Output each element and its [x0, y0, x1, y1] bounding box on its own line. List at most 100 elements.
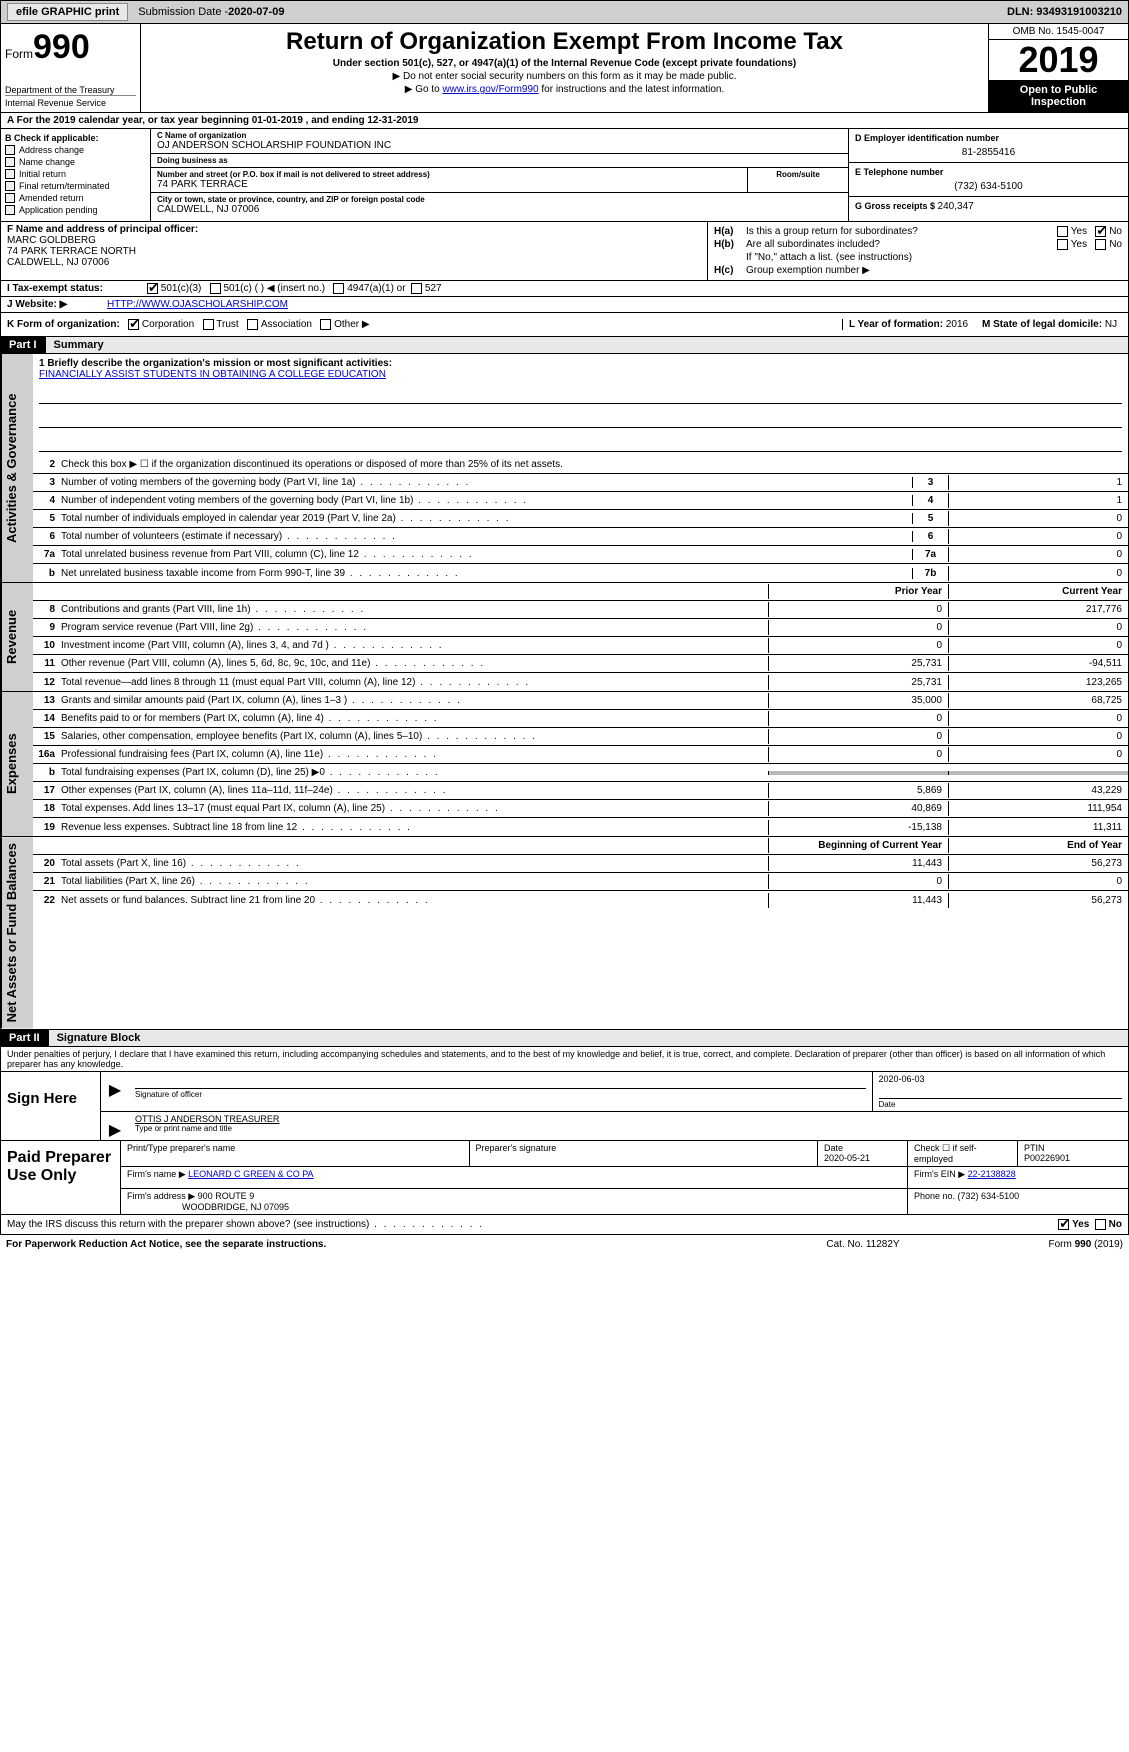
form-header: Form990 Department of the Treasury Inter…	[0, 24, 1129, 113]
ein-value: 81-2855416	[855, 147, 1122, 158]
chk-discuss-no[interactable]	[1095, 1219, 1106, 1230]
summary-line: 10Investment income (Part VIII, column (…	[33, 637, 1128, 655]
summary-line: 8Contributions and grants (Part VIII, li…	[33, 601, 1128, 619]
part-1-header: Part I Summary	[0, 337, 1129, 354]
header-right: OMB No. 1545-0047 2019 Open to Public In…	[988, 24, 1128, 112]
chk-4947[interactable]	[333, 283, 344, 294]
officer-name: OTTIS J ANDERSON TREASURER	[135, 1114, 1122, 1124]
efile-badge: efile GRAPHIC print	[7, 3, 128, 21]
chk-527[interactable]	[411, 283, 422, 294]
chk-pending[interactable]: Application pending	[5, 205, 146, 215]
summary-line: 16aProfessional fundraising fees (Part I…	[33, 746, 1128, 764]
section-bcd: B Check if applicable: Address change Na…	[0, 129, 1129, 222]
department: Department of the Treasury	[5, 85, 136, 95]
firm-link[interactable]: LEONARD C GREEN & CO PA	[188, 1169, 313, 1179]
summary-line: 13Grants and similar amounts paid (Part …	[33, 692, 1128, 710]
row-f-h: F Name and address of principal officer:…	[0, 222, 1129, 281]
irs: Internal Revenue Service	[5, 95, 136, 108]
org-city: CALDWELL, NJ 07006	[157, 204, 842, 215]
row-k-lm: K Form of organization: Corporation Trus…	[0, 313, 1129, 337]
summary-net-assets: Net Assets or Fund Balances Beginning of…	[0, 837, 1129, 1029]
column-b-check: B Check if applicable: Address change Na…	[1, 129, 151, 221]
chk-final-return[interactable]: Final return/terminated	[5, 181, 146, 191]
top-bar: efile GRAPHIC print Submission Date - 20…	[0, 0, 1129, 24]
sign-here-label: Sign Here	[1, 1072, 101, 1140]
chk-501c[interactable]	[210, 283, 221, 294]
form-title: Return of Organization Exempt From Incom…	[149, 28, 980, 56]
mission-block: 1 Briefly describe the organization's mi…	[33, 354, 1128, 456]
tab-expenses: Expenses	[1, 692, 33, 836]
ptin: P00226901	[1024, 1153, 1070, 1163]
form-subtitle: Under section 501(c), 527, or 4947(a)(1)…	[149, 58, 980, 69]
summary-line: 7aTotal unrelated business revenue from …	[33, 546, 1128, 564]
summary-line: 6Total number of volunteers (estimate if…	[33, 528, 1128, 546]
tax-year: 2019	[989, 40, 1128, 80]
summary-line: 11Other revenue (Part VIII, column (A), …	[33, 655, 1128, 673]
org-website-link[interactable]: HTTP://WWW.OJASCHOLARSHIP.COM	[107, 299, 288, 310]
signature-block: Under penalties of perjury, I declare th…	[0, 1047, 1129, 1215]
submission-label: Submission Date -	[138, 6, 228, 18]
chk-ha-yes[interactable]	[1057, 226, 1068, 237]
summary-line: 20Total assets (Part X, line 16)11,44356…	[33, 855, 1128, 873]
summary-line: 4Number of independent voting members of…	[33, 492, 1128, 510]
row-i-tax-status: I Tax-exempt status: 501(c)(3) 501(c) ( …	[0, 281, 1129, 297]
form-note-2: ▶ Go to www.irs.gov/Form990 for instruct…	[149, 84, 980, 95]
mission-text[interactable]: FINANCIALLY ASSIST STUDENTS IN OBTAINING…	[39, 369, 386, 380]
chk-501c3[interactable]	[147, 283, 158, 294]
perjury-statement: Under penalties of perjury, I declare th…	[1, 1047, 1128, 1072]
open-to-public: Open to Public Inspection	[989, 80, 1128, 112]
column-d-ein: D Employer identification number 81-2855…	[848, 129, 1128, 221]
omb-number: OMB No. 1545-0047	[989, 24, 1128, 40]
org-name: OJ ANDERSON SCHOLARSHIP FOUNDATION INC	[157, 140, 842, 151]
row-a-tax-year: A For the 2019 calendar year, or tax yea…	[0, 113, 1129, 129]
row-j-website: J Website: ▶ HTTP://WWW.OJASCHOLARSHIP.C…	[0, 297, 1129, 313]
paid-preparer: Paid Preparer Use Only Print/Type prepar…	[1, 1140, 1128, 1214]
submission-date: 2020-07-09	[228, 6, 284, 18]
summary-line: 18Total expenses. Add lines 13–17 (must …	[33, 800, 1128, 818]
gross-receipts: 240,347	[938, 201, 974, 212]
summary-line: 17Other expenses (Part IX, column (A), l…	[33, 782, 1128, 800]
chk-amended[interactable]: Amended return	[5, 193, 146, 203]
chk-trust[interactable]	[203, 319, 214, 330]
tab-net-assets: Net Assets or Fund Balances	[1, 837, 33, 1028]
chk-ha-no[interactable]	[1095, 226, 1106, 237]
summary-line: 19Revenue less expenses. Subtract line 1…	[33, 818, 1128, 836]
summary-line: 14Benefits paid to or for members (Part …	[33, 710, 1128, 728]
org-address: 74 PARK TERRACE	[157, 179, 741, 190]
chk-assoc[interactable]	[247, 319, 258, 330]
year-formation: L Year of formation: 2016 M State of leg…	[842, 319, 1122, 330]
chk-address-change[interactable]: Address change	[5, 145, 146, 155]
summary-line: 12Total revenue—add lines 8 through 11 (…	[33, 673, 1128, 691]
chk-initial-return[interactable]: Initial return	[5, 169, 146, 179]
group-return: H(a) Is this a group return for subordin…	[708, 222, 1128, 280]
summary-line: 3Number of voting members of the governi…	[33, 474, 1128, 492]
principal-officer: F Name and address of principal officer:…	[1, 222, 708, 280]
summary-line: 15Salaries, other compensation, employee…	[33, 728, 1128, 746]
summary-line: 22Net assets or fund balances. Subtract …	[33, 891, 1128, 909]
column-c-org: C Name of organization OJ ANDERSON SCHOL…	[151, 129, 848, 221]
tab-revenue: Revenue	[1, 583, 33, 691]
summary-expenses: Expenses 13Grants and similar amounts pa…	[0, 692, 1129, 837]
arrow-icon: ▶	[101, 1072, 129, 1111]
summary-line: 21Total liabilities (Part X, line 26)00	[33, 873, 1128, 891]
header-title-block: Return of Organization Exempt From Incom…	[141, 24, 988, 112]
summary-line: 9Program service revenue (Part VIII, lin…	[33, 619, 1128, 637]
chk-other[interactable]	[320, 319, 331, 330]
chk-hb-yes[interactable]	[1057, 239, 1068, 250]
chk-discuss-yes[interactable]	[1058, 1219, 1069, 1230]
firm-ein-link[interactable]: 22-2138828	[968, 1169, 1016, 1179]
chk-name-change[interactable]: Name change	[5, 157, 146, 167]
summary-line: bTotal fundraising expenses (Part IX, co…	[33, 764, 1128, 782]
tab-activities: Activities & Governance	[1, 354, 33, 582]
chk-hb-no[interactable]	[1095, 239, 1106, 250]
phone-value: (732) 634-5100	[855, 181, 1122, 192]
form-note-1: ▶ Do not enter social security numbers o…	[149, 71, 980, 82]
arrow-icon: ▶	[101, 1112, 129, 1140]
part-2-header: Part II Signature Block	[0, 1030, 1129, 1047]
irs-discuss-question: May the IRS discuss this return with the…	[0, 1215, 1129, 1235]
irs-link[interactable]: www.irs.gov/Form990	[442, 84, 538, 95]
chk-corp[interactable]	[128, 319, 139, 330]
summary-line: 5Total number of individuals employed in…	[33, 510, 1128, 528]
dln: DLN: 93493191003210	[1007, 6, 1122, 18]
header-left: Form990 Department of the Treasury Inter…	[1, 24, 141, 112]
